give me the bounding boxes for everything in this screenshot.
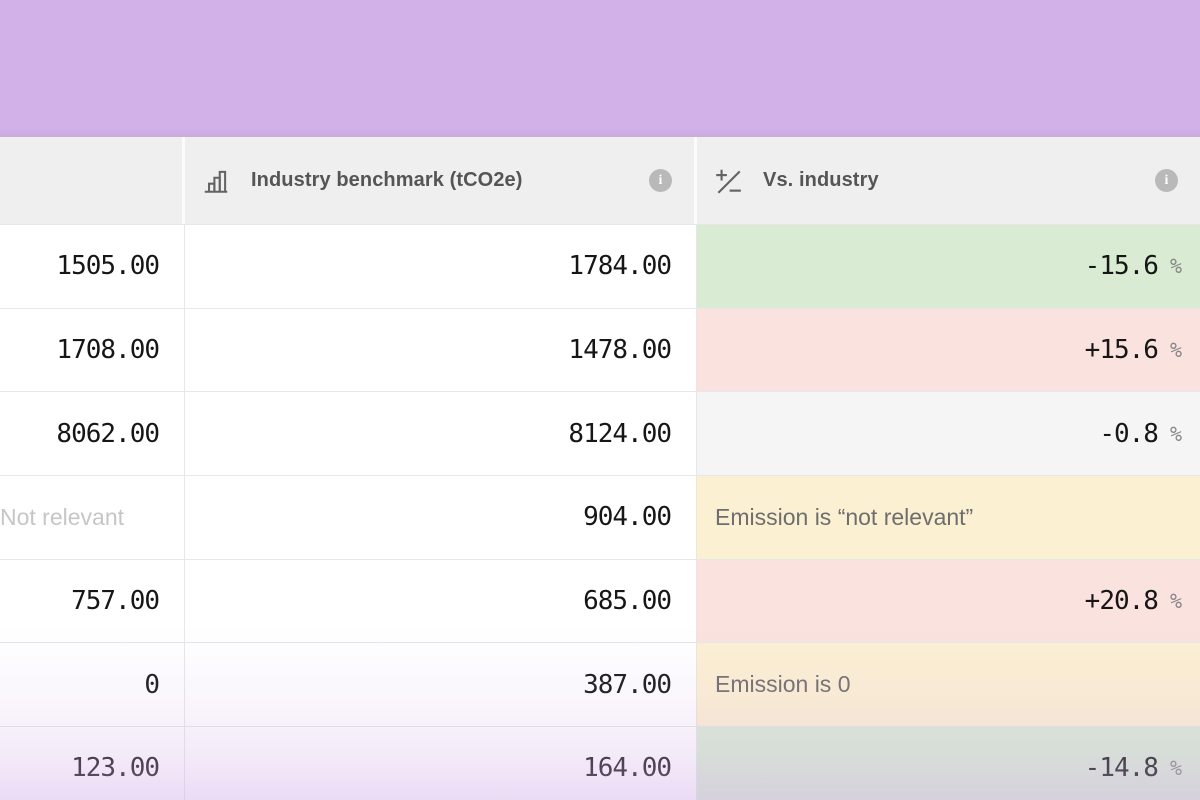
vs-industry-value: Emission is 0 xyxy=(715,671,851,698)
percent-unit-label: % xyxy=(1169,338,1182,363)
emission-value-cell[interactable]: 757.00 xyxy=(0,559,185,643)
header-benchmark-label: Industry benchmark (tCO2e) xyxy=(251,169,523,191)
table-row: 0 387.00 Emission is 0 xyxy=(0,643,1200,728)
percent-unit-label: % xyxy=(1169,589,1182,614)
vs-industry-cell: +20.8 % xyxy=(697,559,1200,643)
benchmark-value: 904.00 xyxy=(583,502,672,533)
percent-unit-label: % xyxy=(1169,756,1182,781)
benchmark-value: 387.00 xyxy=(583,669,672,700)
emission-value: 0 xyxy=(144,669,160,700)
emission-value-cell[interactable]: 1708.00 xyxy=(0,308,185,392)
emission-value-cell[interactable]: 123.00 xyxy=(0,727,185,800)
vs-industry-value: +15.6 xyxy=(1084,335,1159,366)
vs-industry-value: -0.8 xyxy=(1099,418,1159,449)
vs-industry-value: -15.6 xyxy=(1084,251,1159,282)
top-purple-banner xyxy=(0,0,1200,137)
vs-industry-cell: -0.8 % xyxy=(697,392,1200,476)
benchmark-value: 164.00 xyxy=(583,753,672,784)
benchmark-value: 685.00 xyxy=(583,586,672,617)
percent-unit-label: % xyxy=(1169,421,1182,446)
vs-industry-value: -14.8 xyxy=(1084,753,1159,784)
benchmark-value-cell: 387.00 xyxy=(185,643,697,727)
vs-industry-value: +20.8 xyxy=(1084,586,1159,617)
table-row: 1708.00 1478.00 +15.6 % xyxy=(0,308,1200,393)
emission-value: 1708.00 xyxy=(56,335,160,366)
info-icon[interactable]: i xyxy=(649,169,672,192)
vs-industry-cell: Emission is 0 xyxy=(697,643,1200,727)
emission-value-cell[interactable]: 1505.00 xyxy=(0,225,185,308)
table-header-row: Industry benchmark (tCO2e) i Vs. industr… xyxy=(0,137,1200,225)
emission-value-cell[interactable]: 8062.00 xyxy=(0,392,185,476)
header-cell-vs-industry[interactable]: Vs. industry i xyxy=(697,137,1200,224)
bar-chart-icon xyxy=(201,166,231,196)
table-row: 8062.00 8124.00 -0.8 % xyxy=(0,392,1200,477)
emission-value: 8062.00 xyxy=(56,418,160,449)
emission-value: Not relevant xyxy=(0,503,125,530)
emission-value: 757.00 xyxy=(71,586,160,617)
emission-value-cell[interactable]: 0 xyxy=(0,643,185,727)
percent-unit-label: % xyxy=(1169,254,1182,279)
benchmark-value-cell: 904.00 xyxy=(185,476,697,559)
vs-industry-cell: +15.6 % xyxy=(697,308,1200,392)
vs-industry-cell: Emission is “not relevant” xyxy=(697,476,1200,559)
header-cell-benchmark[interactable]: Industry benchmark (tCO2e) i xyxy=(185,137,697,224)
benchmark-value-cell: 685.00 xyxy=(185,559,697,643)
table-row: Not relevant 904.00 Emission is “not rel… xyxy=(0,476,1200,560)
plus-minus-icon xyxy=(713,166,743,196)
vs-industry-cell: -14.8 % xyxy=(697,727,1200,800)
benchmark-value-cell: 164.00 xyxy=(185,727,697,800)
table-body: 1505.00 1784.00 -15.6 % 1708.00 1478.00 … xyxy=(0,225,1200,800)
emission-value: 1505.00 xyxy=(56,251,160,282)
info-icon[interactable]: i xyxy=(1155,169,1178,192)
benchmark-value: 1784.00 xyxy=(568,251,672,282)
benchmark-value: 1478.00 xyxy=(568,335,672,366)
benchmark-value-cell: 8124.00 xyxy=(185,392,697,476)
benchmark-value-cell: 1478.00 xyxy=(185,308,697,392)
vs-industry-cell: -15.6 % xyxy=(697,225,1200,308)
table-row: 123.00 164.00 -14.8 % xyxy=(0,727,1200,800)
table-row: 757.00 685.00 +20.8 % xyxy=(0,559,1200,644)
emission-value-cell[interactable]: Not relevant xyxy=(0,476,185,559)
benchmark-value-cell: 1784.00 xyxy=(185,225,697,308)
emission-value: 123.00 xyxy=(71,753,160,784)
table-row: 1505.00 1784.00 -15.6 % xyxy=(0,225,1200,309)
vs-industry-value: Emission is “not relevant” xyxy=(715,503,974,530)
header-cell-emission[interactable] xyxy=(0,137,185,224)
header-vs-industry-label: Vs. industry xyxy=(763,169,879,191)
benchmark-value: 8124.00 xyxy=(568,418,672,449)
